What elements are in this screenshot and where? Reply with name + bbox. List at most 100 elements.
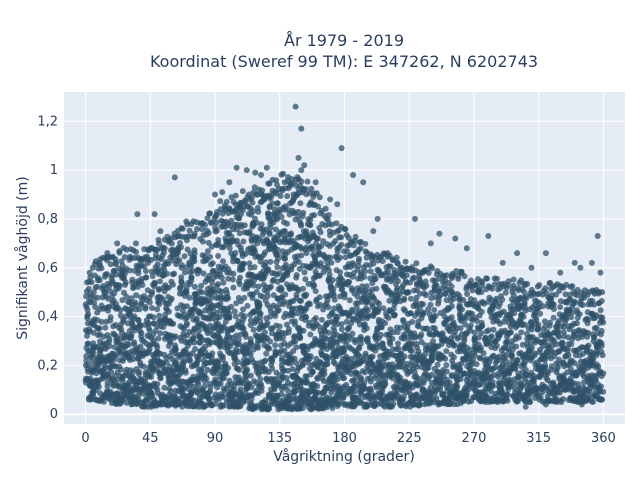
data-point — [98, 318, 105, 325]
data-point — [103, 271, 110, 278]
data-point — [347, 388, 354, 395]
data-point — [224, 294, 231, 300]
data-point — [164, 270, 170, 277]
data-point — [189, 268, 196, 275]
data-point — [411, 334, 418, 341]
data-point — [148, 256, 155, 263]
data-point — [418, 331, 425, 338]
data-point — [329, 277, 336, 283]
data-point — [275, 255, 282, 262]
data-point — [198, 289, 205, 296]
data-point — [427, 263, 434, 270]
data-point — [278, 214, 285, 220]
data-point — [312, 315, 319, 321]
data-point — [504, 282, 511, 289]
data-point — [106, 335, 113, 342]
data-point — [151, 337, 157, 344]
data-point — [122, 279, 129, 286]
data-point — [138, 330, 145, 336]
data-point — [502, 289, 509, 296]
data-point — [504, 397, 511, 404]
data-point — [381, 379, 388, 386]
data-point — [333, 220, 340, 227]
data-point — [326, 271, 333, 278]
data-point — [149, 273, 156, 280]
data-point — [484, 275, 490, 282]
data-point — [318, 316, 325, 323]
data-point — [220, 375, 227, 382]
data-point — [274, 264, 281, 271]
data-point — [142, 268, 149, 274]
data-point — [167, 339, 174, 346]
data-point — [302, 293, 309, 300]
data-point — [338, 241, 345, 248]
data-point — [293, 274, 300, 281]
data-point — [239, 188, 246, 195]
data-point — [430, 338, 437, 345]
data-point — [279, 185, 286, 192]
data-point — [169, 257, 176, 264]
data-point — [149, 305, 155, 311]
data-point — [328, 259, 335, 266]
data-point — [161, 245, 168, 252]
data-point — [490, 382, 497, 389]
data-point — [184, 303, 190, 310]
data-point — [461, 273, 468, 280]
data-point — [201, 383, 208, 390]
data-point — [480, 350, 487, 357]
data-point — [338, 234, 345, 241]
data-point — [423, 292, 429, 299]
data-point — [379, 258, 386, 265]
data-point — [94, 294, 101, 301]
data-point — [128, 295, 135, 302]
data-point — [598, 342, 605, 349]
data-point — [478, 308, 485, 315]
data-point — [204, 366, 211, 373]
data-point — [250, 208, 257, 215]
data-point — [135, 371, 142, 377]
data-point — [362, 350, 369, 357]
data-point — [178, 244, 184, 251]
data-point — [137, 343, 144, 350]
data-point — [220, 393, 227, 400]
data-point — [231, 308, 238, 315]
data-point — [207, 384, 214, 391]
data-point — [101, 290, 108, 296]
data-point — [457, 365, 463, 372]
data-point — [239, 261, 245, 267]
data-point — [434, 361, 441, 368]
data-point — [550, 379, 557, 386]
data-point — [193, 388, 200, 395]
data-point — [195, 381, 202, 388]
data-point — [314, 235, 321, 242]
data-point — [554, 364, 561, 371]
data-point — [256, 302, 263, 309]
data-point — [106, 343, 113, 350]
data-point — [288, 230, 294, 237]
data-point — [153, 342, 160, 349]
data-point — [171, 270, 178, 277]
data-point — [353, 370, 360, 377]
data-point — [92, 284, 99, 291]
data-point — [312, 288, 319, 295]
data-point — [144, 253, 150, 260]
data-point — [527, 399, 534, 405]
data-point — [207, 210, 214, 217]
data-point — [293, 344, 300, 351]
data-point — [352, 388, 359, 395]
data-point — [600, 370, 607, 377]
data-point — [298, 297, 304, 304]
data-point — [513, 343, 520, 350]
data-point — [220, 258, 226, 265]
data-point — [284, 220, 290, 227]
data-point — [510, 276, 517, 283]
data-point — [362, 240, 369, 247]
data-point — [363, 325, 370, 332]
data-point — [205, 394, 212, 401]
data-point — [191, 255, 197, 261]
data-point — [409, 318, 416, 325]
data-point — [209, 260, 216, 267]
data-point — [418, 300, 425, 307]
data-point — [355, 258, 362, 265]
data-point — [590, 399, 597, 405]
